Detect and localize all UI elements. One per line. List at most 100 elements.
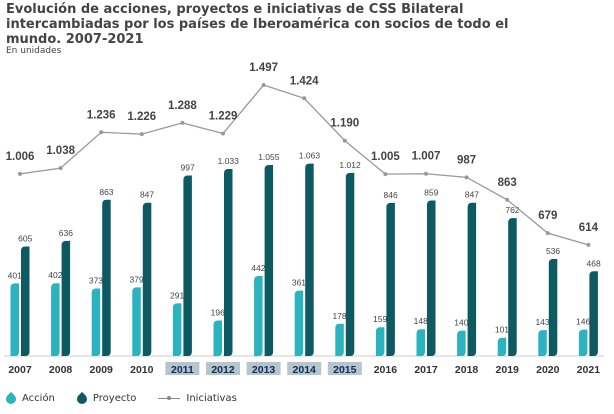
x-tick-label-2009: 2009	[90, 364, 114, 376]
legend-item-accion: Acción	[3, 391, 55, 406]
bar-accion-2020	[538, 330, 547, 356]
bar-label-proyecto-2013: 1.055	[258, 152, 280, 162]
bar-proyecto-2008	[61, 240, 71, 356]
bar-proyecto-2011	[183, 175, 192, 356]
point-label-iniciativas-2020: 679	[538, 210, 557, 222]
x-tick-label-2013: 2013	[252, 364, 276, 376]
x-tick-highlight-2011	[165, 362, 200, 375]
bar-label-accion-2018: 140	[454, 318, 468, 328]
x-tick-label-2012: 2012	[211, 364, 235, 376]
point-iniciativas-2008	[58, 166, 63, 171]
point-iniciativas-2007	[18, 171, 22, 176]
bar-accion-2016	[375, 327, 385, 356]
point-label-iniciativas-2012: 1.229	[209, 111, 238, 123]
x-tick-label-2018: 2018	[455, 364, 479, 376]
x-tick-label-2016: 2016	[374, 364, 398, 376]
bar-accion-2010	[132, 287, 141, 356]
bar-label-proyecto-2020: 536	[546, 246, 560, 256]
point-iniciativas-2018	[464, 175, 469, 180]
bar-label-accion-2016: 159	[373, 314, 387, 324]
x-tick-label-2007: 2007	[8, 364, 32, 376]
bar-proyecto-2019	[508, 218, 517, 356]
bar-proyecto-2007	[21, 246, 30, 356]
legend-swatch-proyecto	[74, 391, 89, 406]
x-tick-highlight-2013	[246, 362, 281, 375]
legend-swatch-accion	[3, 391, 19, 406]
bar-accion-2007	[10, 283, 19, 356]
bar-label-accion-2014: 361	[292, 278, 306, 288]
x-tick-label-2011: 2011	[171, 364, 194, 376]
x-tick-label-2021: 2021	[577, 364, 601, 376]
x-tick-label-2019: 2019	[496, 364, 520, 376]
x-tick-highlight-2015	[327, 362, 362, 375]
bar-proyecto-2013	[264, 165, 274, 356]
point-label-iniciativas-2013: 1.497	[249, 62, 278, 74]
bar-accion-2009	[91, 288, 101, 356]
point-iniciativas-2015	[342, 138, 347, 143]
point-label-iniciativas-2017: 1.007	[412, 151, 441, 163]
bar-proyecto-2018	[467, 202, 477, 356]
bar-accion-2014	[294, 290, 304, 356]
bar-label-accion-2008: 402	[48, 270, 62, 280]
bar-label-accion-2012: 196	[211, 308, 225, 318]
point-iniciativas-2017	[424, 171, 428, 176]
bar-label-proyecto-2011: 997	[181, 163, 195, 173]
bar-label-proyecto-2009: 863	[99, 187, 113, 197]
bar-accion-2008	[51, 283, 60, 356]
point-iniciativas-2020	[545, 231, 550, 236]
bar-label-proyecto-2016: 846	[384, 190, 398, 200]
bar-accion-2021	[578, 329, 588, 356]
bar-label-proyecto-2015: 1.012	[339, 160, 361, 170]
point-label-iniciativas-2010: 1.226	[127, 111, 156, 123]
point-label-iniciativas-2019: 863	[498, 177, 517, 189]
point-iniciativas-2019	[505, 197, 510, 202]
bar-label-proyecto-2018: 847	[465, 190, 479, 200]
point-iniciativas-2010	[139, 132, 144, 137]
x-tick-highlight-2014	[287, 362, 322, 375]
bar-accion-2015	[335, 323, 344, 356]
legend-item-proyecto: Proyecto	[74, 391, 136, 406]
bar-label-proyecto-2007: 605	[18, 233, 32, 243]
bar-label-proyecto-2008: 636	[59, 228, 73, 238]
chart-subtitle: En unidades	[6, 46, 62, 56]
point-iniciativas-2016	[383, 172, 388, 177]
x-tick-label-2014: 2014	[293, 364, 317, 376]
bar-accion-2017	[416, 329, 425, 356]
bar-label-accion-2017: 148	[414, 316, 428, 326]
bar-accion-2019	[497, 337, 507, 356]
x-tick-highlight-2012	[206, 362, 240, 375]
bar-accion-2018	[457, 330, 466, 356]
bar-label-proyecto-2012: 1.033	[218, 156, 240, 166]
bar-label-accion-2009: 373	[89, 275, 103, 285]
legend-line-iniciativas	[158, 396, 181, 400]
bar-accion-2013	[254, 275, 263, 356]
bar-label-accion-2019: 101	[495, 325, 509, 335]
x-tick-label-2017: 2017	[414, 364, 438, 376]
point-label-iniciativas-2018: 987	[457, 154, 476, 166]
chart-title: Evolución de acciones, proyectos e inici…	[6, 2, 509, 47]
bar-proyecto-2012	[224, 169, 233, 356]
bar-accion-2011	[172, 303, 182, 356]
point-label-iniciativas-2014: 1.424	[290, 75, 319, 87]
bar-label-accion-2021: 146	[576, 317, 590, 327]
point-label-iniciativas-2015: 1.190	[330, 118, 359, 130]
point-iniciativas-2009	[99, 130, 104, 135]
bar-label-accion-2007: 401	[8, 270, 22, 280]
bar-label-accion-2020: 143	[535, 317, 549, 327]
point-iniciativas-2021	[586, 242, 591, 247]
bar-proyecto-2010	[142, 202, 152, 356]
legend-label-iniciativas: Iniciativas	[186, 393, 237, 404]
bar-label-accion-2011: 291	[170, 290, 184, 300]
chart-legend: Acción Proyecto Iniciativas	[3, 391, 259, 406]
bar-label-proyecto-2010: 847	[140, 190, 154, 200]
point-label-iniciativas-2016: 1.005	[371, 151, 400, 163]
bar-proyecto-2021	[589, 271, 598, 356]
bar-proyecto-2020	[548, 258, 558, 356]
bar-label-proyecto-2021: 468	[587, 258, 601, 268]
legend-label-accion: Acción	[22, 393, 55, 404]
bar-label-proyecto-2019: 762	[505, 205, 519, 215]
bar-accion-2012	[213, 320, 222, 356]
bar-label-proyecto-2017: 859	[424, 188, 438, 198]
